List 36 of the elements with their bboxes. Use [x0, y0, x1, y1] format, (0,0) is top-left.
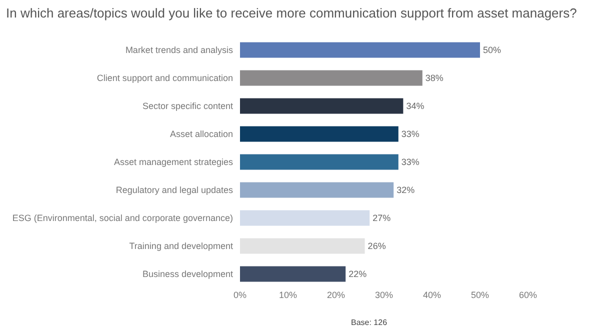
bar: [240, 266, 346, 282]
data-label: 34%: [406, 101, 424, 111]
data-label: 38%: [425, 73, 444, 83]
y-tick-label: Client support and communication: [96, 73, 233, 84]
bar: [240, 182, 394, 198]
bar: [240, 70, 422, 86]
bar: [240, 238, 365, 254]
bar: [240, 98, 404, 114]
x-tick-label: 40%: [422, 290, 442, 300]
data-label: 33%: [401, 157, 420, 167]
x-tick-label: 30%: [374, 290, 394, 300]
y-tick-label: Sector specific content: [142, 101, 234, 112]
y-tick-label: Market trends and analysis: [125, 45, 234, 56]
bar: [240, 126, 398, 142]
y-tick-label: Training and development: [129, 241, 234, 252]
bar: [240, 154, 398, 170]
x-tick-label: 10%: [278, 290, 298, 300]
y-tick-label: ESG (Environmental, social and corporate governance): [12, 213, 233, 224]
data-label: 32%: [396, 185, 415, 195]
y-tick-label: Business development: [142, 269, 234, 280]
x-tick-label: 50%: [470, 290, 490, 300]
x-tick-label: 20%: [326, 290, 346, 300]
y-tick-label: Asset allocation: [170, 129, 233, 140]
text: Base: 126: [351, 318, 388, 327]
data-label: 33%: [401, 129, 420, 139]
y-tick-label: Regulatory and legal updates: [116, 185, 234, 196]
bar: [240, 210, 370, 226]
x-tick-label: 60%: [518, 290, 538, 300]
y-tick-label: Asset management strategies: [114, 157, 234, 168]
data-label: 50%: [483, 45, 502, 55]
bar: [240, 42, 480, 58]
data-label: 22%: [348, 269, 367, 279]
data-label: 27%: [372, 213, 391, 223]
chart-title: In which areas/topics would you like to receive more communication support from asset managers?: [6, 5, 577, 20]
x-tick-label: 0%: [233, 290, 247, 300]
data-label: 26%: [368, 241, 386, 251]
